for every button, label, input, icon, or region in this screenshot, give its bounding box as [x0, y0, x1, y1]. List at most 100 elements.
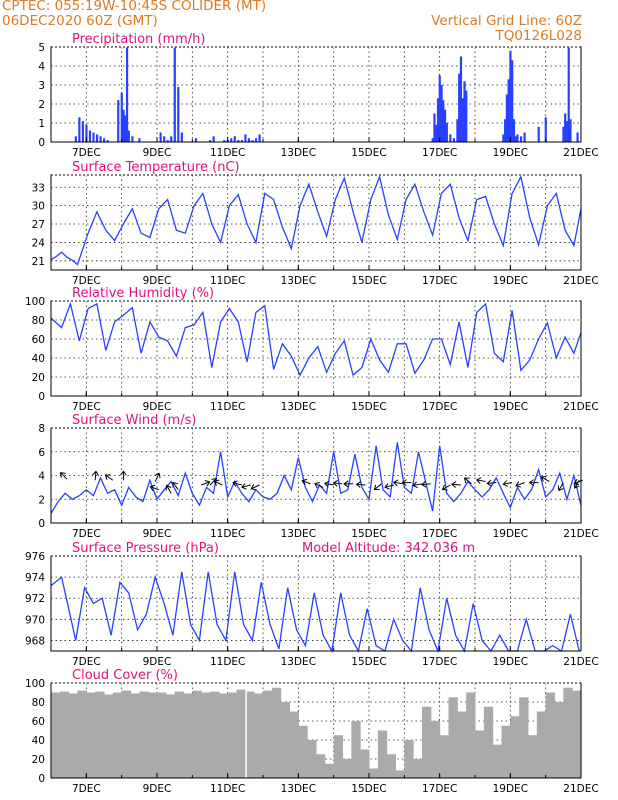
wind-arrow-shaft: [302, 480, 311, 485]
precip-bar: [254, 138, 258, 142]
y-tick-label: 21: [32, 256, 45, 268]
cloud-bar: [413, 759, 423, 778]
precip-bar: [504, 119, 507, 142]
precip-bar: [519, 136, 523, 142]
cloud-bar: [227, 692, 237, 778]
x-tick-label: 15DEC: [351, 528, 386, 540]
precip-bar: [240, 140, 243, 142]
panel-title: Precipitation (mm/h): [72, 32, 205, 47]
y-tick-label: 4: [38, 471, 45, 483]
precip-bar: [449, 134, 452, 142]
wind-arrow: [441, 484, 451, 491]
x-tick-label: 15DEC: [351, 275, 386, 287]
cloud-bar: [77, 690, 87, 778]
precip-bar: [106, 140, 109, 142]
wind-arrow-head: [451, 481, 457, 488]
cloud-bar: [307, 740, 317, 778]
cloud-bar: [192, 690, 202, 778]
x-tick-label: 13DEC: [281, 656, 316, 668]
cloud-bar: [112, 692, 123, 778]
wind-arrow-head: [232, 480, 238, 487]
panel-title: Relative Humidity (%): [72, 286, 214, 301]
x-tick-label: 21DEC: [563, 783, 598, 795]
wind-arrow-head: [332, 479, 339, 487]
wind-arrow-shaft: [421, 483, 431, 486]
wind-arrow-shaft: [251, 484, 260, 490]
wind-arrow-shaft: [105, 474, 114, 481]
cloud-bar: [422, 706, 432, 778]
wind-arrow-head: [343, 480, 349, 488]
y-tick-label: 974: [25, 572, 45, 584]
wind-arrow-head: [241, 483, 247, 490]
precip-bar: [567, 47, 570, 142]
y-tick-label: 80: [32, 315, 45, 327]
wind-arrow-head: [573, 478, 580, 486]
cloud-bar: [298, 725, 308, 778]
wind-arrow-head: [120, 470, 127, 476]
precip-bar: [445, 123, 448, 142]
precip-bar: [507, 79, 510, 142]
wind-arrow-shaft: [476, 479, 486, 482]
wind-arrow-shaft: [166, 485, 172, 494]
cloud-bar: [386, 754, 396, 778]
precip-bar: [212, 136, 215, 142]
wind-arrow-shaft: [384, 484, 394, 488]
cloud-bar: [448, 697, 458, 778]
precip-bar: [237, 140, 240, 142]
x-tick-label: 17DEC: [422, 147, 457, 159]
x-tick-label: 13DEC: [281, 147, 316, 159]
precip-bar: [177, 86, 180, 142]
wind-arrow-shaft: [333, 482, 343, 485]
wind-arrow-shaft: [200, 481, 210, 486]
precip-bar: [120, 92, 123, 142]
x-tick-label: 19DEC: [493, 528, 528, 540]
cloud-bar: [536, 711, 547, 778]
precip-bar: [537, 126, 540, 142]
x-tick-label: 9DEC: [143, 401, 172, 413]
precip-bar: [124, 115, 127, 142]
panel-cloud: 0 20 40 60 80 100 7DEC 9DEC 11DEC 13DEC 15DEC 17DEC…: [25, 668, 599, 795]
wind-arrow-shaft: [356, 483, 366, 486]
cloud-bar: [475, 730, 485, 778]
wind-arrow-head: [475, 477, 482, 484]
wind-arrow-head: [165, 484, 172, 491]
wind-arrow-shaft: [94, 471, 97, 481]
y-tick-label: 100: [25, 296, 45, 308]
x-tick-label: 7DEC: [72, 528, 101, 540]
wind-arrow-head: [149, 484, 156, 492]
cloud-bar: [157, 692, 167, 778]
precip-bar: [465, 90, 468, 142]
wind-arrow: [92, 470, 100, 481]
wind-arrow-shaft: [324, 482, 334, 486]
precip-bar: [95, 134, 99, 142]
y-tick-label: 20: [32, 372, 45, 384]
wind-arrow: [401, 479, 412, 487]
x-tick-label: 9DEC: [143, 275, 172, 287]
x-tick-label: 21DEC: [563, 528, 598, 540]
wind-arrow-shaft: [515, 482, 525, 487]
y-tick-label: 20: [32, 754, 45, 766]
wind-series-line: [50, 442, 582, 514]
y-tick-label: 3: [38, 80, 45, 92]
precip-bar: [463, 81, 466, 142]
wind-arrow-shaft: [172, 482, 179, 491]
x-tick-label: 19DEC: [493, 401, 528, 413]
y-tick-label: 27: [32, 219, 45, 231]
y-tick-label: 0: [38, 518, 45, 530]
cloud-bar: [466, 692, 476, 778]
precip-bar: [131, 136, 134, 142]
cloud-bar: [183, 693, 193, 778]
x-tick-label: 21DEC: [563, 147, 598, 159]
x-tick-label: 19DEC: [493, 656, 528, 668]
plot-frame: [50, 46, 582, 143]
precip-bar: [431, 138, 434, 142]
precip-bar: [516, 134, 519, 142]
x-tick-label: 21DEC: [563, 275, 598, 287]
x-tick-label: 17DEC: [422, 656, 457, 668]
cloud-bar: [519, 697, 529, 778]
wind-arrow-shaft: [241, 484, 251, 488]
wind-arrow-shaft: [209, 478, 217, 486]
wind-arrow-head: [204, 479, 211, 487]
cloud-bar: [165, 694, 176, 778]
precip-bar: [564, 113, 567, 142]
